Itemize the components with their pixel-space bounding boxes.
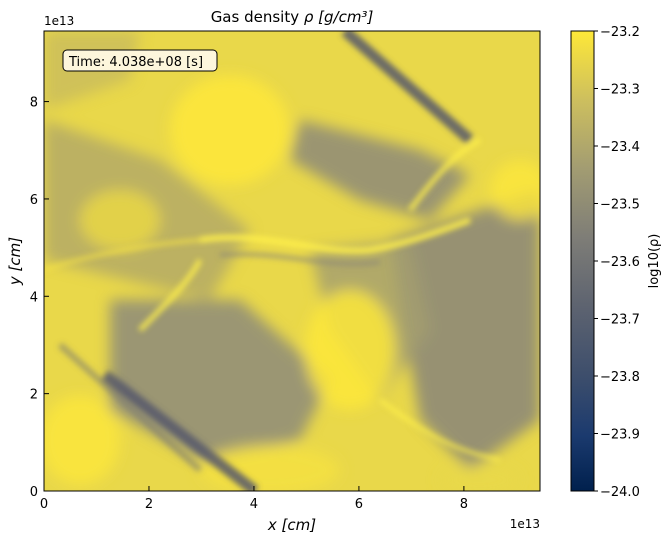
y-axis-label: y [cm] bbox=[6, 237, 24, 286]
colorbar-tick-label: −23.4 bbox=[600, 140, 640, 155]
y-tick-label: 8 bbox=[30, 96, 38, 111]
colorbar-ticks: −23.2 −23.3 −23.4 −23.5 −23.6 −23.7 −23.8 −23.9… bbox=[594, 25, 640, 500]
colorbar-tick-label: −23.7 bbox=[600, 313, 640, 328]
y-tick-label: 0 bbox=[30, 485, 38, 500]
y-tick-label: 4 bbox=[30, 290, 38, 305]
time-annotation-text: Time: 4.038e+08 [s] bbox=[68, 55, 203, 70]
y-tick-label: 2 bbox=[30, 388, 38, 403]
colorbar-tick-label: −23.2 bbox=[600, 25, 640, 40]
heatmap-field bbox=[44, 31, 540, 491]
x-exponent-label: 1e13 bbox=[510, 517, 540, 531]
colorbar: −23.2 −23.3 −23.4 −23.5 −23.6 −23.7 −23.8 −23.9… bbox=[570, 25, 662, 500]
x-axis-label: x [cm] bbox=[267, 516, 316, 534]
y-exponent-label: 1e13 bbox=[44, 14, 74, 28]
chart-title-prefix: Gas density bbox=[211, 8, 304, 26]
x-tick-label: 0 bbox=[40, 497, 48, 512]
chart-title-math: ρ [g/cm³] bbox=[304, 8, 374, 26]
y-tick-label: 6 bbox=[30, 193, 38, 208]
colorbar-tick-label: −23.3 bbox=[600, 83, 640, 98]
plot-area bbox=[43, 30, 541, 492]
x-tick-label: 8 bbox=[460, 497, 468, 512]
colorbar-tick-label: −23.6 bbox=[600, 255, 640, 270]
chart-title: Gas density ρ [g/cm³] bbox=[211, 8, 374, 26]
colorbar-label: log10(ρ) bbox=[647, 234, 662, 289]
x-tick-label: 2 bbox=[145, 497, 153, 512]
colorbar-tick-label: −24.0 bbox=[600, 485, 640, 500]
colorbar-tick-label: −23.5 bbox=[600, 198, 640, 213]
x-tick-label: 4 bbox=[250, 497, 258, 512]
time-annotation: Time: 4.038e+08 [s] bbox=[62, 49, 218, 72]
y-axis: 0 2 4 6 8 bbox=[30, 96, 49, 500]
colorbar-tick-label: −23.8 bbox=[600, 370, 640, 385]
x-tick-label: 6 bbox=[355, 497, 363, 512]
colorbar-tick-label: −23.9 bbox=[600, 428, 640, 443]
colorbar-gradient bbox=[570, 30, 595, 492]
time-annotation-box bbox=[62, 49, 218, 72]
x-axis: 0 2 4 6 8 bbox=[40, 486, 468, 512]
